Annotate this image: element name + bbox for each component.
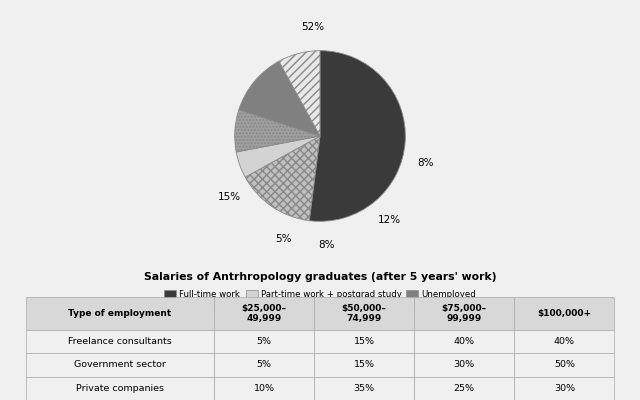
Wedge shape [236, 136, 320, 177]
Text: 15%: 15% [218, 192, 241, 202]
Text: 8%: 8% [319, 240, 335, 250]
Legend: Full-time work, Part-time work, Part-time work + postgrad study, Full-time postg: Full-time work, Part-time work, Part-tim… [161, 287, 479, 316]
Wedge shape [245, 136, 320, 221]
Wedge shape [235, 110, 320, 152]
Text: 5%: 5% [275, 234, 291, 244]
Wedge shape [279, 51, 320, 136]
Text: 52%: 52% [301, 22, 324, 32]
Wedge shape [239, 61, 320, 136]
Text: 8%: 8% [417, 158, 434, 168]
Wedge shape [309, 51, 405, 221]
Text: 12%: 12% [378, 215, 401, 225]
Text: Salaries of Antrhropology graduates (after 5 years' work): Salaries of Antrhropology graduates (aft… [144, 272, 496, 282]
